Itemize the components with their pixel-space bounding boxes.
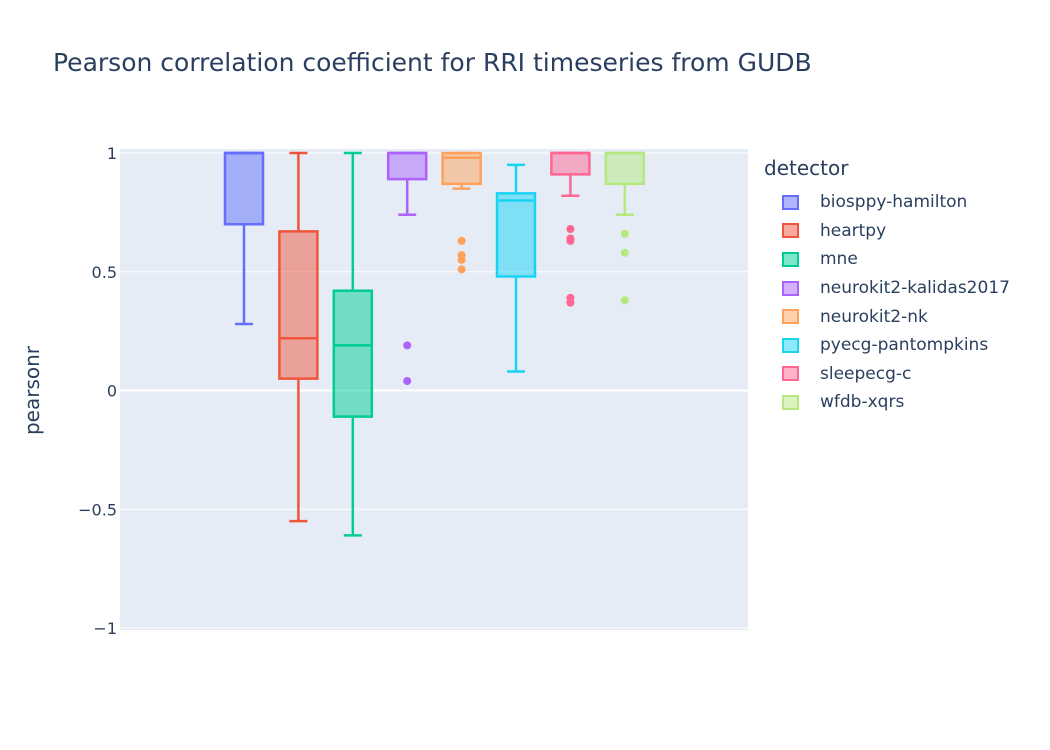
box-neurokit2-kalidas2017 — [386, 151, 428, 385]
chart-title: Pearson correlation coefficient for RRI … — [53, 48, 812, 77]
y-tick-label: 0 — [107, 382, 117, 401]
legend-item-neurokit2-nk[interactable]: neurokit2-nk — [764, 302, 1010, 331]
outlier-point — [403, 377, 412, 385]
y-tick-label: 0.5 — [92, 263, 117, 282]
box-plots — [223, 151, 646, 537]
outlier-point — [566, 236, 575, 245]
box-heartpy — [278, 151, 319, 523]
legend-label: mne — [820, 249, 858, 270]
y-tick-label: −1 — [93, 619, 117, 638]
box-iqr — [332, 289, 374, 418]
legend-items: biosppy-hamilton heartpy mne neurokit2-kali… — [764, 188, 1010, 417]
outlier-point — [620, 229, 629, 238]
legend-label: sleepecg-c — [820, 363, 912, 384]
y-axis-label: pearsonr — [20, 345, 44, 435]
legend-item-mne[interactable]: mne — [764, 245, 1010, 274]
legend-label: heartpy — [820, 220, 887, 241]
legend-item-wfdb-xqrs[interactable]: wfdb-xqrs — [764, 388, 1010, 417]
y-tick-labels: 1 0.5 0 −0.5 −1 — [78, 144, 117, 638]
box-iqr — [223, 151, 265, 226]
legend-item-pyecg-pantompkins[interactable]: pyecg-pantompkins — [764, 331, 1010, 360]
legend-title: detector — [764, 156, 849, 180]
legend-item-biosppy-hamilton[interactable]: biosppy-hamilton — [764, 188, 1010, 217]
legend-swatch — [782, 366, 799, 382]
legend-swatch — [782, 337, 799, 353]
box-wfdb-xqrs — [604, 151, 646, 305]
outlier-point — [457, 255, 466, 264]
legend-label: pyecg-pantompkins — [820, 335, 989, 356]
legend-label: neurokit2-kalidas2017 — [820, 278, 1010, 299]
legend-item-sleepecg-c[interactable]: sleepecg-c — [764, 360, 1010, 389]
box-iqr — [495, 192, 537, 278]
box-iqr — [386, 151, 428, 181]
legend-swatch — [782, 394, 799, 410]
legend: detector biosppy-hamilton heartpy mne neuro… — [764, 156, 1010, 417]
box-iqr — [278, 230, 319, 380]
outlier-point — [566, 225, 575, 233]
legend-swatch — [782, 280, 799, 296]
legend-item-heartpy[interactable]: heartpy — [764, 217, 1010, 246]
outlier-point — [620, 296, 629, 305]
box-mne — [332, 151, 374, 537]
legend-label: wfdb-xqrs — [820, 392, 905, 413]
outlier-point — [403, 341, 412, 350]
y-tick-label: 1 — [107, 144, 117, 163]
y-tick-label: −0.5 — [78, 500, 117, 519]
outlier-point — [457, 265, 466, 274]
legend-swatch — [782, 309, 799, 325]
legend-swatch — [782, 251, 799, 267]
outlier-point — [457, 236, 466, 245]
box-iqr — [550, 151, 591, 176]
legend-swatch — [782, 223, 799, 239]
box-sleepecg-c — [550, 151, 591, 307]
outlier-point — [620, 248, 629, 257]
box-biosppy-hamilton — [223, 151, 265, 326]
legend-swatch — [782, 194, 799, 210]
box-iqr — [604, 151, 646, 186]
box-pyecg-pantompkins — [495, 163, 537, 373]
legend-label: biosppy-hamilton — [820, 192, 968, 213]
outlier-point — [566, 298, 575, 307]
legend-item-neurokit2-kalidas2017[interactable]: neurokit2-kalidas2017 — [764, 274, 1010, 303]
box-neurokit2-nk — [441, 151, 482, 274]
legend-label: neurokit2-nk — [820, 306, 928, 327]
